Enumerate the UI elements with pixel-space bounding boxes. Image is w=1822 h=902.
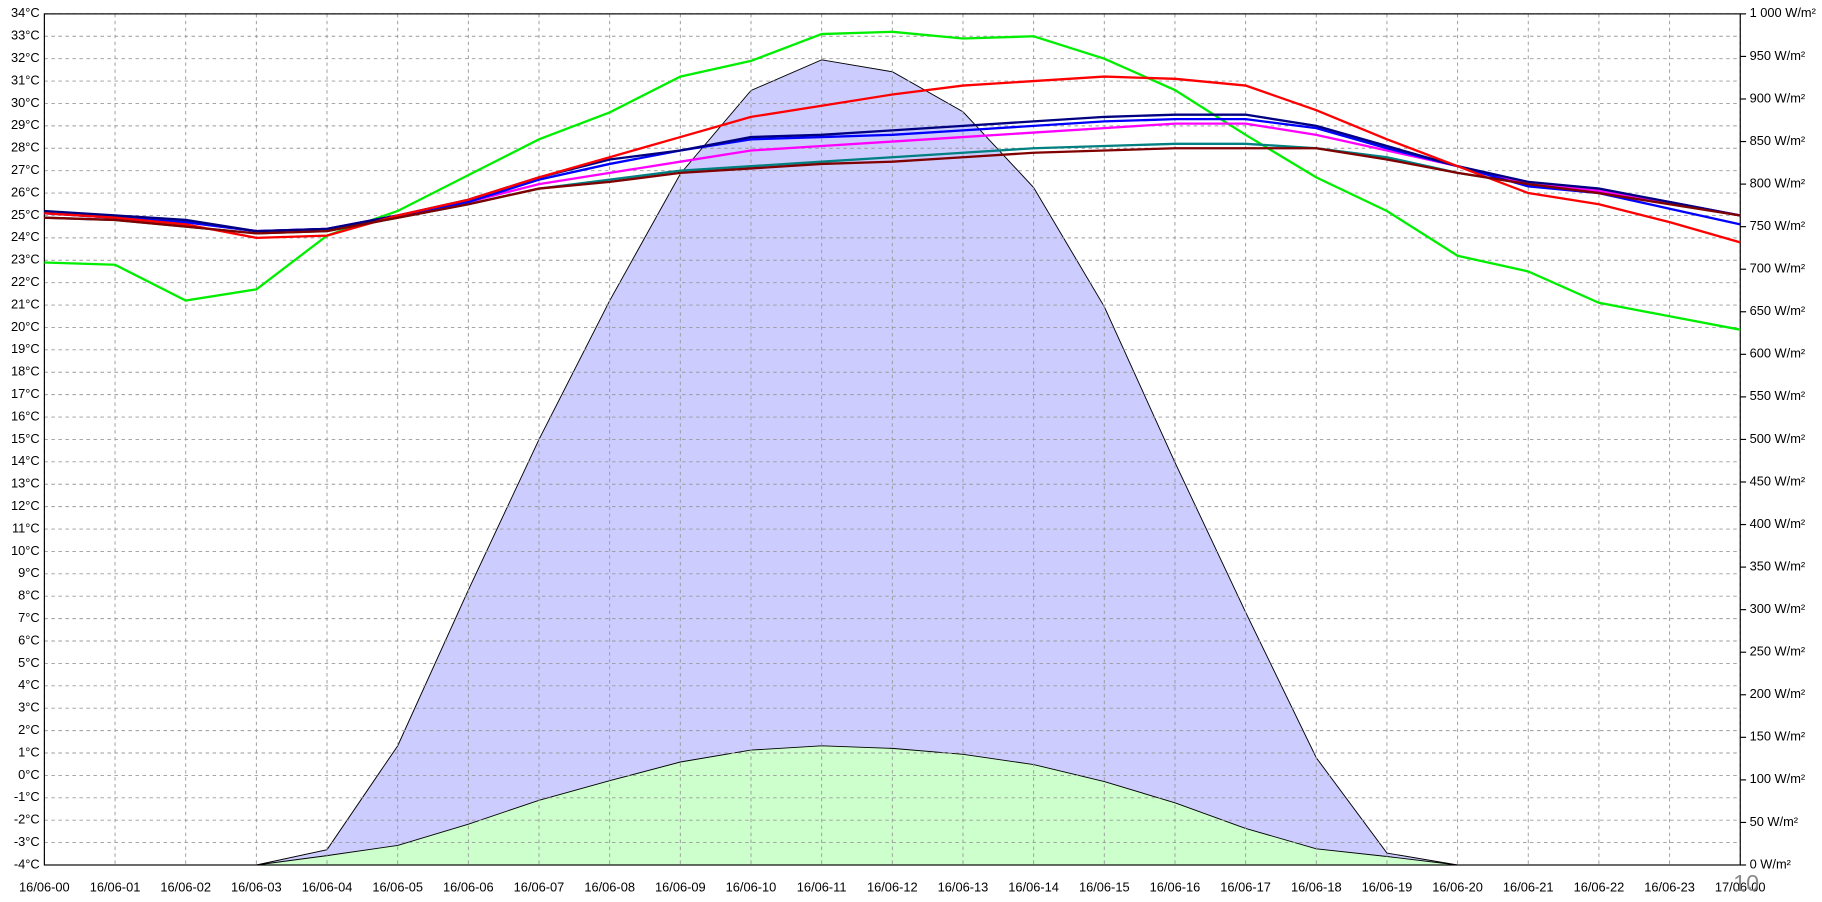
x-tick-label: 16/06-03 [231, 880, 282, 895]
y-tick-label: 16°C [11, 408, 40, 423]
x-tick-label: 16/06-10 [726, 880, 777, 895]
line [44, 147, 1741, 235]
y-tick-label: -4°C [14, 856, 40, 871]
y-tick-label: 30°C [11, 95, 40, 110]
x-tick-label: 16/06-00 [19, 880, 70, 895]
y2-tick-label: 250 W/m² [1750, 644, 1806, 659]
x-tick-label: 16/06-01 [90, 880, 141, 895]
y2-tick-label: 800 W/m² [1750, 176, 1806, 191]
y-tick-label: 18°C [11, 364, 40, 379]
y-tick-label: 22°C [11, 274, 40, 289]
y2-tick-label: 1 000 W/m² [1750, 5, 1817, 20]
line [44, 75, 1741, 244]
y-tick-label: 24°C [11, 229, 40, 244]
plot-frame [43, 13, 1741, 866]
y-tick-label: 12°C [11, 498, 40, 513]
x-tick-label: 16/06-17 [1220, 880, 1271, 895]
x-tick-label: 16/06-09 [655, 880, 706, 895]
y-tick-label: -3°C [14, 834, 40, 849]
y2-tick-label: 900 W/m² [1750, 90, 1806, 105]
y-tick-label: 5°C [18, 655, 40, 670]
x-tick-label: 16/06-22 [1574, 880, 1625, 895]
x-tick-label: 16/06-14 [1008, 880, 1059, 895]
x-tick-label: 16/06-16 [1150, 880, 1201, 895]
y2-tick-label: 400 W/m² [1750, 516, 1806, 531]
y-tick-label: 2°C [18, 722, 40, 737]
y-tick-label: 11°C [12, 520, 40, 535]
y2-tick-label: 500 W/m² [1750, 431, 1806, 446]
x-tick-label: 16/06-18 [1291, 880, 1342, 895]
y2-tick-label: 850 W/m² [1750, 133, 1806, 148]
x-tick-label: 16/06-15 [1079, 880, 1130, 895]
y-tick-label: 1°C [18, 744, 40, 759]
y-tick-label: 28°C [11, 140, 40, 155]
y-tick-label: 15°C [11, 431, 40, 446]
y-tick-label: 17°C [11, 386, 40, 401]
x-tick-label: 16/06-12 [867, 880, 918, 895]
y2-tick-label: 600 W/m² [1750, 346, 1806, 361]
y-tick-label: 0°C [18, 767, 40, 782]
y-tick-label: 10°C [11, 543, 40, 558]
y2-tick-label: 700 W/m² [1750, 261, 1806, 276]
y2-tick-label: 550 W/m² [1750, 388, 1806, 403]
y-tick-label: 20°C [11, 319, 40, 334]
y-tick-label: 19°C [11, 341, 40, 356]
y-tick-label: 23°C [11, 252, 40, 267]
y-tick-label: 9°C [18, 565, 40, 580]
y-tick-label: 13°C [11, 476, 40, 491]
x-tick-label: 16/06-06 [443, 880, 494, 895]
y-tick-label: 4°C [18, 677, 40, 692]
y2-tick-label: 750 W/m² [1750, 218, 1806, 233]
y-tick-label: 14°C [11, 453, 40, 468]
y2-tick-label: 350 W/m² [1750, 559, 1806, 574]
x-tick-label: 16/06-11 [797, 880, 847, 895]
y-tick-label: 26°C [11, 184, 40, 199]
y2-tick-label: 450 W/m² [1750, 473, 1806, 488]
y2-tick-label: 100 W/m² [1750, 771, 1806, 786]
y-tick-label: 34°C [11, 5, 40, 20]
y2-tick-label: 650 W/m² [1750, 303, 1806, 318]
x-tick-label: 16/06-23 [1644, 880, 1695, 895]
y-tick-label: 3°C [18, 700, 40, 715]
y-tick-label: 33°C [11, 28, 40, 43]
x-tick-label: 16/06-05 [372, 880, 423, 895]
x-tick-label: 16/06-21 [1503, 880, 1554, 895]
y-tick-label: 32°C [11, 50, 40, 65]
y2-tick-label: 200 W/m² [1750, 686, 1806, 701]
y2-tick-label: 950 W/m² [1750, 48, 1806, 63]
y-tick-label: 29°C [11, 117, 40, 132]
x-tick-label: 16/06-19 [1362, 880, 1413, 895]
y-tick-label: 8°C [18, 588, 40, 603]
annotation: 10 [1733, 870, 1759, 896]
x-tick-label: 16/06-04 [302, 880, 353, 895]
x-tick-label: 16/06-07 [514, 880, 565, 895]
x-tick-label: 16/06-02 [160, 880, 211, 895]
y-tick-label: 7°C [18, 610, 40, 625]
y-tick-label: -2°C [14, 812, 40, 827]
y-tick-label: 25°C [11, 207, 40, 222]
y2-tick-label: 150 W/m² [1750, 729, 1806, 744]
y-tick-label: 27°C [11, 162, 40, 177]
y-tick-label: 31°C [11, 72, 40, 87]
y2-tick-label: 50 W/m² [1750, 814, 1799, 829]
y-tick-label: 6°C [18, 632, 40, 647]
y-tick-label: -1°C [14, 789, 40, 804]
y-tick-label: 21°C [11, 296, 40, 311]
x-tick-label: 17/06-00 [1715, 880, 1766, 895]
x-tick-label: 16/06-20 [1432, 880, 1483, 895]
y2-tick-label: 0 W/m² [1750, 856, 1792, 871]
y2-tick-label: 300 W/m² [1750, 601, 1806, 616]
x-tick-label: 16/06-08 [584, 880, 635, 895]
x-tick-label: 16/06-13 [938, 880, 989, 895]
